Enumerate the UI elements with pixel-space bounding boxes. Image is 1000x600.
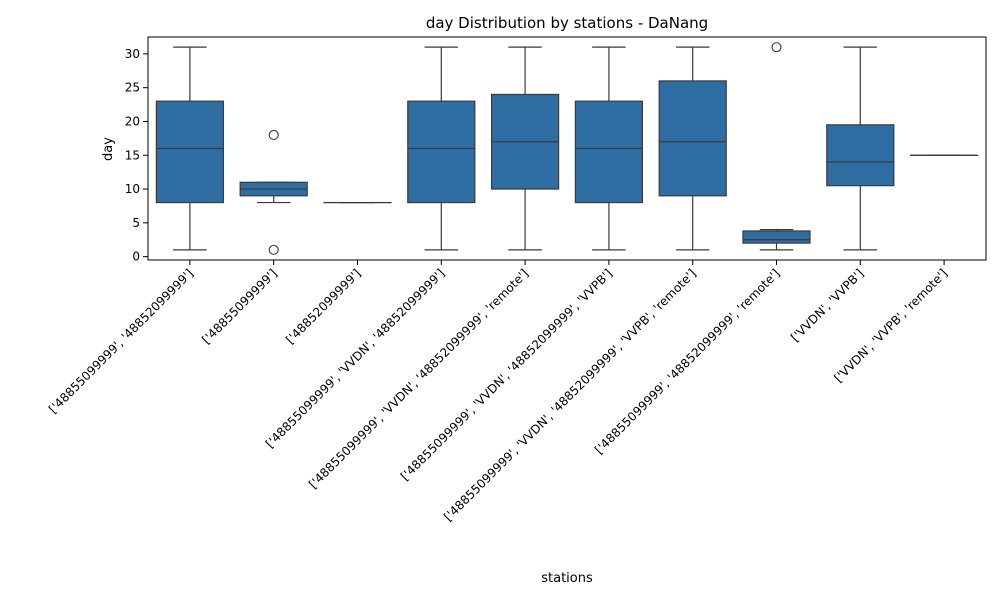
y-axis-label: day: [101, 137, 116, 161]
y-tick-label: 15: [125, 148, 140, 162]
outlier-point: [268, 129, 279, 141]
outlier-point: [268, 244, 279, 255]
y-tick-label: 5: [132, 216, 140, 230]
plot-area: 0 5 10 15 20 25 30 ['48855099999', '48852099999…: [46, 42, 979, 524]
box: [658, 80, 727, 197]
y-tick-label: 30: [125, 47, 140, 61]
box: [742, 230, 811, 244]
x-axis-label: stations: [541, 571, 593, 586]
x-tick-label: ['48855099999']: [199, 266, 280, 347]
x-tick-label: ['VVDN', 'VVPB']: [788, 266, 866, 344]
x-tick-label: ['48855099999', 'VVDN', '48852099999']: [263, 266, 448, 451]
y-tick-label: 10: [125, 182, 140, 196]
y-tick-label: 20: [125, 114, 140, 128]
x-tick-label: ['48852099999']: [283, 266, 364, 347]
outlier-point: [771, 42, 782, 53]
box: [574, 100, 644, 204]
axes-frame: [147, 36, 987, 261]
box: [155, 100, 225, 204]
y-tick-label: 25: [125, 81, 140, 95]
x-tick-label: ['48855099999', '48852099999']: [46, 266, 196, 416]
box: [826, 124, 895, 187]
box: [407, 100, 476, 204]
x-tick-label: ['48855099999', '48852099999', 'remote']: [592, 266, 783, 457]
chart-title: day Distribution by stations - DaNang: [426, 14, 708, 32]
y-tick-label: 0: [132, 250, 140, 264]
